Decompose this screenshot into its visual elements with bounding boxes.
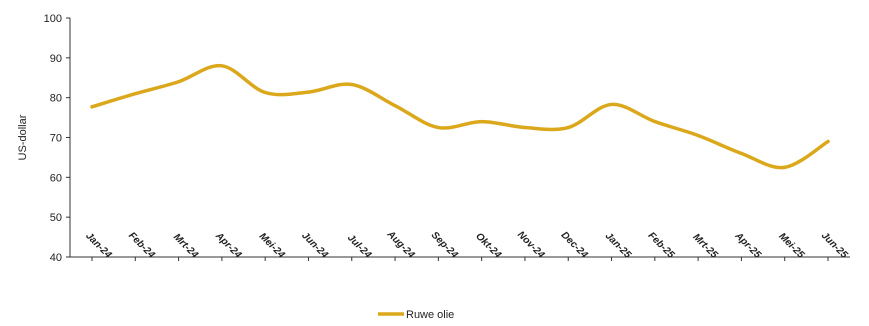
y-tick-label: 60 [50, 172, 62, 184]
data-point [176, 80, 181, 84]
y-tick-label: 70 [50, 133, 62, 145]
data-point [350, 82, 354, 87]
data-point [826, 139, 830, 144]
y-axis-ticks: 40 50 60 70 80 90 100 [44, 13, 70, 264]
x-tick-label: Sep-24 [429, 230, 460, 261]
y-axis-title: US-dollar [17, 114, 29, 160]
series-layer [90, 64, 830, 170]
data-point [739, 151, 744, 156]
data-point [523, 125, 527, 130]
legend: Ruwe olie [378, 309, 454, 321]
x-tick-label: Apr-25 [732, 230, 763, 261]
x-tick-label: Feb-24 [126, 230, 157, 261]
x-tick-label: Aug-24 [384, 228, 417, 261]
data-point [90, 105, 94, 109]
x-tick-label: Nov-24 [515, 229, 547, 261]
y-tick-label: 100 [44, 13, 62, 25]
data-point [133, 92, 137, 96]
x-tick-label: Apr-24 [212, 230, 243, 261]
y-tick-label: 40 [50, 252, 62, 264]
series-line-ruwe-olie [90, 64, 830, 170]
data-point [609, 102, 614, 107]
x-tick-label: Jun-25 [819, 230, 850, 261]
data-point [306, 90, 311, 94]
data-point [436, 125, 440, 130]
data-point [566, 125, 570, 130]
legend-label: Ruwe olie [406, 309, 454, 321]
x-axis-ticks: Jan-24 Feb-24 Mrt-24 Apr-24 Mei-24 Jun-24 Jul-… [83, 228, 849, 261]
x-tick-label: Dec-24 [559, 230, 590, 261]
y-tick-label: 80 [50, 93, 62, 105]
y-tick-label: 90 [50, 53, 62, 65]
data-point [220, 64, 224, 68]
data-point [480, 119, 484, 124]
x-tick-label: Jan-24 [83, 231, 113, 261]
data-point [783, 165, 787, 169]
data-point [696, 133, 700, 138]
x-tick-label: Feb-25 [646, 230, 677, 261]
x-tick-label: Jun-24 [299, 230, 330, 261]
data-point [653, 119, 657, 124]
data-point [263, 90, 267, 95]
y-tick-label: 50 [50, 212, 62, 224]
x-tick-label: Jan-25 [603, 231, 633, 261]
data-point [393, 104, 397, 108]
